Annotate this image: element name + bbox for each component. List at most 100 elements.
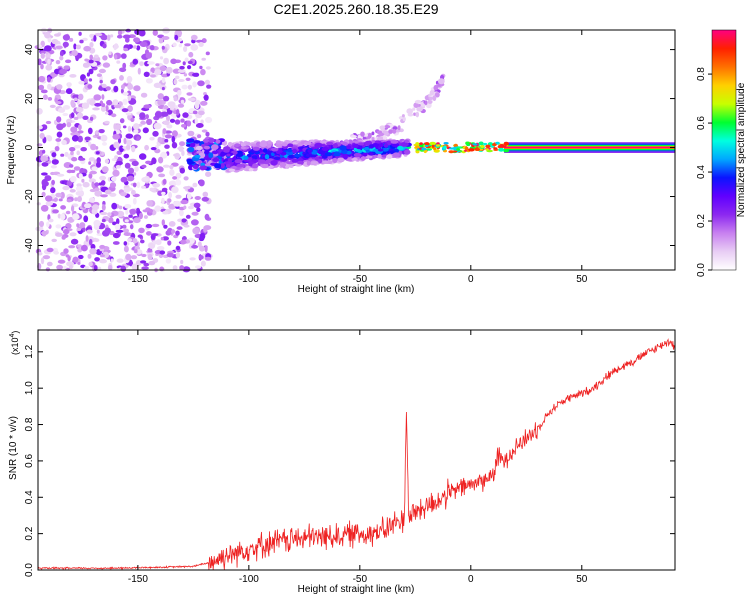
spectrogram-cell <box>191 211 199 216</box>
spectrogram-cell <box>40 155 48 162</box>
spectrogram-cell <box>294 153 302 158</box>
snr-panel: -150 -100 -50 0 50 0.0 0.2 0.4 0.6 0.8 1.0 1.2 Hei… <box>8 329 676 595</box>
spectrogram-cell <box>400 142 409 147</box>
spectrogram-cell <box>93 238 100 243</box>
spectrogram-cell <box>76 223 80 228</box>
spectrogram-cell <box>206 84 212 89</box>
spectrogram-cell <box>158 173 166 178</box>
spectrogram-cell <box>351 157 358 161</box>
spectrogram-cell <box>142 127 149 134</box>
spectrogram-cell <box>84 58 89 62</box>
snr-y-tick-label: 0.8 <box>24 417 35 431</box>
spectrogram-cell <box>96 73 102 77</box>
spectrogram-cell <box>78 254 84 260</box>
spectrogram-cell <box>150 74 156 78</box>
spectrogram-cell <box>390 139 399 144</box>
spectrogram-cell <box>113 123 117 130</box>
spectrogram-cell <box>89 116 94 121</box>
spectrogram-cell <box>41 191 46 197</box>
spectrogram-cell <box>110 79 116 85</box>
spectrogram-cell <box>345 145 352 150</box>
spectrogram-cell <box>160 151 168 159</box>
spectrogram-cell <box>64 151 69 157</box>
spectrogram-cell <box>466 143 471 147</box>
spectrogram-cell <box>114 223 121 230</box>
spectrogram-cell <box>190 142 196 148</box>
spectrogram-cell <box>155 239 162 246</box>
spectrogram-cell <box>122 224 127 229</box>
spectrogram-cell <box>70 112 75 119</box>
spectrogram-cell <box>145 114 149 120</box>
spectrogram-cell <box>199 245 205 252</box>
spectrogram-cell <box>180 99 185 104</box>
spectrogram-cell <box>128 214 133 218</box>
spectrogram-cell <box>133 217 141 224</box>
spectrogram-cell <box>77 130 84 134</box>
spectrogram-cell <box>60 205 66 210</box>
spectrogram-cell <box>202 138 209 143</box>
spectrogram-cell <box>122 62 127 69</box>
spectrogram-cell <box>45 64 53 71</box>
spectrogram-cell <box>89 188 97 193</box>
spectrogram-cell <box>208 152 214 159</box>
spectrogram-cell <box>71 135 79 142</box>
spectrogram-cell <box>204 213 210 221</box>
snr-multiplier-close: ) <box>10 331 20 334</box>
spectrogram-cell <box>227 141 233 148</box>
spectrogram-cell <box>95 131 99 135</box>
spectrogram-cell <box>131 160 139 167</box>
spectrogram-cell <box>181 150 185 157</box>
spectrogram-cell <box>69 37 74 42</box>
spectrogram-cell <box>107 264 113 271</box>
spectrogram-cell <box>179 167 185 174</box>
spectrogram-cell <box>93 94 102 101</box>
spectrogram-cell <box>69 189 76 193</box>
spectrogram-cell <box>194 154 201 158</box>
spectrogram-cell <box>358 142 365 146</box>
spectrogram-cell <box>168 180 177 187</box>
spectrogram-cell <box>175 245 181 251</box>
spectrogram-cell <box>252 167 257 171</box>
spectrogram-cell <box>62 229 70 235</box>
spectrogram-cell <box>104 227 111 234</box>
spectrogram-cell <box>317 150 326 155</box>
spectrogram-cell <box>180 239 187 245</box>
spectrogram-cell <box>173 153 180 157</box>
colorbar-ticks: 0.0 0.2 0.4 0.6 0.8 <box>696 67 712 277</box>
spectrogram-cell <box>162 236 169 241</box>
spectrogram-cell <box>101 204 106 211</box>
spectrogram-x-tick-label: -50 <box>353 274 368 285</box>
spectrogram-cell <box>89 99 96 106</box>
spectrogram-cell <box>154 148 161 154</box>
spectrogram-cell <box>270 152 275 156</box>
spectrogram-cell <box>125 112 132 116</box>
spectrogram-cell <box>54 33 61 37</box>
spectrogram-cell <box>98 129 105 134</box>
spectrogram-cell <box>83 266 90 270</box>
spectrogram-cell <box>205 66 211 70</box>
spectrogram-cell <box>119 145 124 153</box>
spectrogram-cell <box>172 42 177 47</box>
spectrogram-cell <box>353 152 362 158</box>
spectrogram-cell <box>177 69 186 73</box>
spectrogram-cell <box>227 157 233 163</box>
spectrogram-cell <box>96 229 100 234</box>
spectrogram-cell <box>195 123 204 128</box>
spectrogram-cell <box>296 160 304 165</box>
spectrogram-cell <box>169 164 174 170</box>
spectrogram-cell <box>402 117 406 122</box>
spectrogram-cell <box>91 166 98 171</box>
spectrogram-cell <box>201 196 209 202</box>
spectrogram-cell <box>157 93 164 100</box>
spectrogram-cell <box>309 154 317 158</box>
spectrogram-cell <box>101 83 107 88</box>
spectrogram-cell <box>63 265 67 269</box>
spectrogram-cell <box>41 179 48 186</box>
spectrogram-cell <box>116 210 125 218</box>
spectrogram-cell <box>156 166 164 173</box>
spectrogram-cell <box>194 102 200 110</box>
spectrogram-cell <box>161 191 166 196</box>
spectrogram-cell <box>368 144 375 149</box>
spectrogram-cell <box>396 145 404 151</box>
spectrogram-line-segment <box>504 146 675 149</box>
